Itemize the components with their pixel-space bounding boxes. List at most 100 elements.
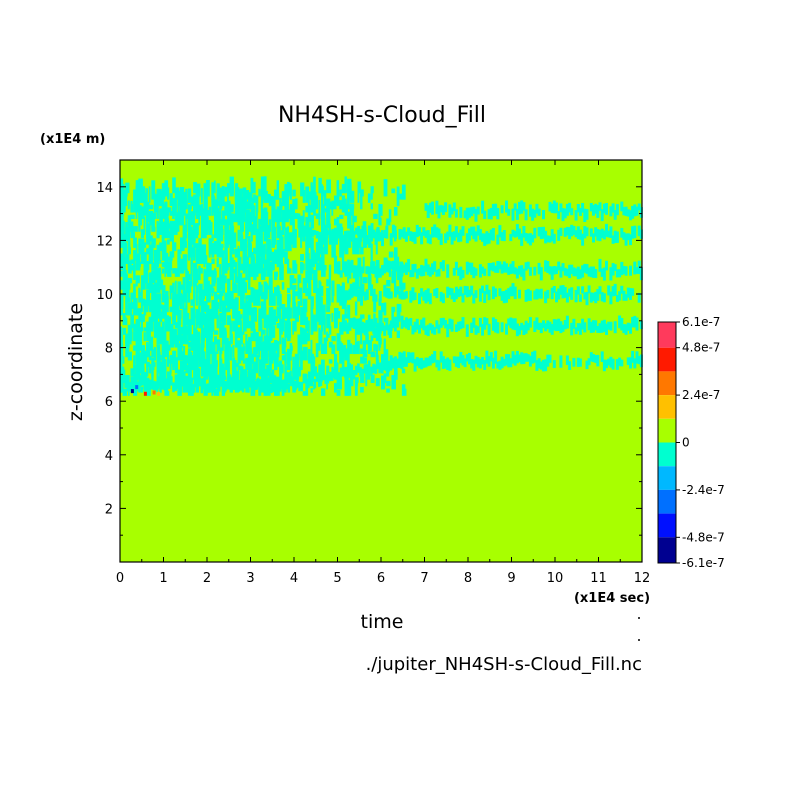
heatmap-cell xyxy=(424,325,428,335)
heatmap-cell xyxy=(598,230,602,242)
heatmap-cell xyxy=(237,201,242,213)
heatmap-cell xyxy=(152,390,156,395)
heatmap-cell xyxy=(229,205,232,223)
marker-dot xyxy=(638,617,640,619)
heatmap-cell xyxy=(177,286,181,300)
heatmap-cell xyxy=(148,274,153,287)
heatmap-cell xyxy=(328,264,332,277)
heatmap-cell xyxy=(341,234,345,245)
heatmap-cell xyxy=(361,321,365,334)
heatmap-cell xyxy=(187,204,192,210)
heatmap-cell xyxy=(528,267,532,276)
heatmap-cell xyxy=(373,313,376,326)
heatmap-cell xyxy=(214,241,217,255)
heatmap-cell xyxy=(367,238,372,248)
heatmap-cell xyxy=(365,334,369,345)
heatmap-cell xyxy=(339,214,344,219)
heatmap-cell xyxy=(274,286,278,297)
heatmap-cell xyxy=(216,258,219,268)
heatmap-cell xyxy=(174,192,178,200)
heatmap-cell xyxy=(159,267,161,274)
heatmap-cell xyxy=(607,358,611,366)
heatmap-cell xyxy=(276,180,279,197)
heatmap-cell xyxy=(631,316,635,328)
heatmap-cell xyxy=(214,199,218,213)
heatmap-cell xyxy=(305,316,308,326)
heatmap-cell xyxy=(639,267,643,281)
heatmap-cell xyxy=(472,266,476,279)
heatmap-cell xyxy=(533,350,537,363)
heatmap-cell xyxy=(326,333,330,338)
heatmap-cell xyxy=(398,358,401,368)
heatmap-cell xyxy=(386,380,391,387)
heatmap-cell xyxy=(394,259,397,272)
heatmap-cell xyxy=(219,201,224,207)
heatmap-cell xyxy=(298,228,302,238)
heatmap-cell xyxy=(260,330,263,342)
heatmap-cell xyxy=(165,380,169,390)
heatmap-cell xyxy=(151,238,156,245)
heatmap-cell xyxy=(511,351,515,364)
heatmap-cell xyxy=(159,189,162,200)
heatmap-cell xyxy=(281,339,285,351)
heatmap-cell xyxy=(193,327,197,345)
heatmap-cell xyxy=(195,183,201,197)
heatmap-cell xyxy=(120,178,124,194)
heatmap-cell xyxy=(174,375,178,380)
heatmap-cell xyxy=(518,289,521,299)
heatmap-cell xyxy=(281,355,287,361)
heatmap-cell xyxy=(153,282,157,300)
heatmap-cell xyxy=(524,262,528,271)
heatmap-cell xyxy=(450,319,454,332)
heatmap-cell xyxy=(544,260,548,272)
heatmap-cell xyxy=(148,282,152,293)
heatmap-cell xyxy=(491,357,495,369)
heatmap-cell xyxy=(450,207,454,215)
heatmap-cell xyxy=(468,207,471,218)
heatmap-cell xyxy=(576,204,580,213)
heatmap-cell xyxy=(307,267,311,284)
heatmap-cell xyxy=(626,209,630,217)
heatmap-cell xyxy=(347,211,352,229)
heatmap-cell xyxy=(372,363,375,374)
heatmap-cell xyxy=(208,343,213,351)
heatmap-cell xyxy=(185,216,188,232)
heatmap-cell xyxy=(424,357,428,368)
heatmap-cell xyxy=(383,373,387,383)
heatmap-cell xyxy=(247,192,251,210)
heatmap-cell xyxy=(491,262,495,272)
heatmap-cell xyxy=(198,312,203,329)
heatmap-cell xyxy=(637,292,641,303)
colorbar-tick-label: 2.4e-7 xyxy=(682,388,720,402)
heatmap-cell xyxy=(334,362,338,374)
heatmap-cell xyxy=(219,243,224,248)
heatmap-cell xyxy=(548,235,552,243)
heatmap-cell xyxy=(305,288,309,297)
heatmap-cell xyxy=(246,381,249,391)
heatmap-cell xyxy=(609,291,613,305)
heatmap-cell xyxy=(483,290,487,303)
heatmap-cell xyxy=(255,332,259,338)
heatmap-cell xyxy=(463,285,467,296)
heatmap-cell xyxy=(125,272,128,281)
heatmap-cell xyxy=(200,339,205,348)
heatmap-cell xyxy=(344,375,347,383)
heatmap-cell xyxy=(279,304,284,309)
heatmap-cell xyxy=(133,365,136,374)
heatmap-cell xyxy=(367,274,372,290)
heatmap-cell xyxy=(222,379,225,389)
heatmap-cell xyxy=(125,291,128,297)
heatmap-cell xyxy=(357,241,360,255)
heatmap-cell xyxy=(302,355,307,361)
heatmap-cell xyxy=(193,368,198,380)
heatmap-cell xyxy=(219,363,222,374)
heatmap-cell xyxy=(240,278,245,284)
heatmap-cell xyxy=(574,327,578,335)
heatmap-cell xyxy=(216,246,221,258)
heatmap-cell xyxy=(576,226,580,240)
heatmap-cell xyxy=(193,315,196,329)
heatmap-cell xyxy=(624,233,628,246)
heatmap-cell xyxy=(576,357,580,367)
heatmap-cell xyxy=(318,211,321,226)
heatmap-cell xyxy=(237,330,241,335)
